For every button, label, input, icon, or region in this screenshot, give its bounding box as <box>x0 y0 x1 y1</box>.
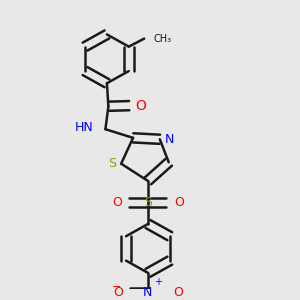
Text: +: + <box>154 277 163 286</box>
Text: O: O <box>173 286 183 299</box>
Text: O: O <box>112 196 122 209</box>
Text: O: O <box>113 286 123 299</box>
Text: N: N <box>165 133 175 146</box>
Text: O: O <box>174 196 184 209</box>
Text: −: − <box>112 282 122 292</box>
Text: HN: HN <box>75 121 94 134</box>
Text: CH₃: CH₃ <box>153 34 171 44</box>
Text: N: N <box>143 286 153 299</box>
Text: S: S <box>108 157 116 170</box>
Text: O: O <box>136 99 147 113</box>
Text: S: S <box>144 196 152 209</box>
